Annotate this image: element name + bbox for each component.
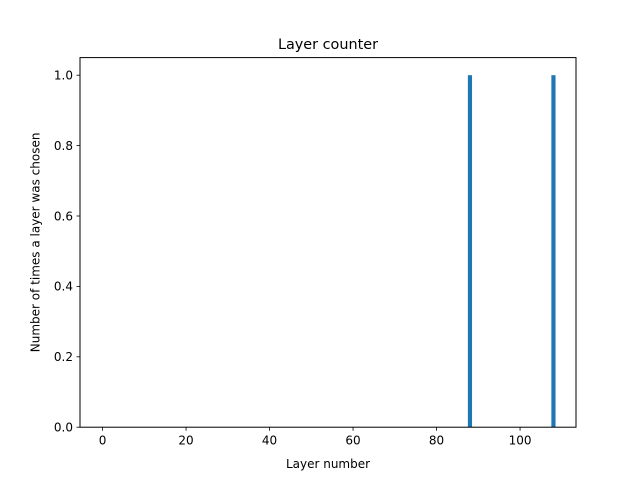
x-tick-label: 60: [345, 434, 360, 448]
bar-108: [551, 75, 556, 428]
x-axis-label: Layer number: [286, 457, 370, 471]
y-tick-label: 1.0: [54, 69, 73, 83]
x-tick-label: 100: [509, 434, 532, 448]
bars-group: [467, 75, 556, 428]
x-tick-label: 0: [99, 434, 107, 448]
y-ticks-group: 0.0 0.2 0.4 0.6 0.8 1.0: [54, 69, 80, 435]
y-tick-label: 0.4: [54, 280, 73, 294]
y-axis-label: Number of times a layer was chosen: [29, 133, 43, 353]
y-tick-label: 0.6: [54, 209, 73, 223]
bar-88: [467, 75, 473, 428]
y-tick-label: 0.2: [54, 350, 73, 364]
x-ticks-group: 0 20 40 60 80 100: [99, 427, 532, 448]
chart-title: Layer counter: [278, 37, 378, 53]
x-tick-label: 40: [262, 434, 277, 448]
y-tick-label: 0.0: [54, 421, 73, 435]
x-tick-label: 20: [178, 434, 193, 448]
y-tick-label: 0.8: [54, 139, 73, 153]
axes-frame: [79, 57, 577, 428]
x-tick-label: 80: [429, 434, 444, 448]
